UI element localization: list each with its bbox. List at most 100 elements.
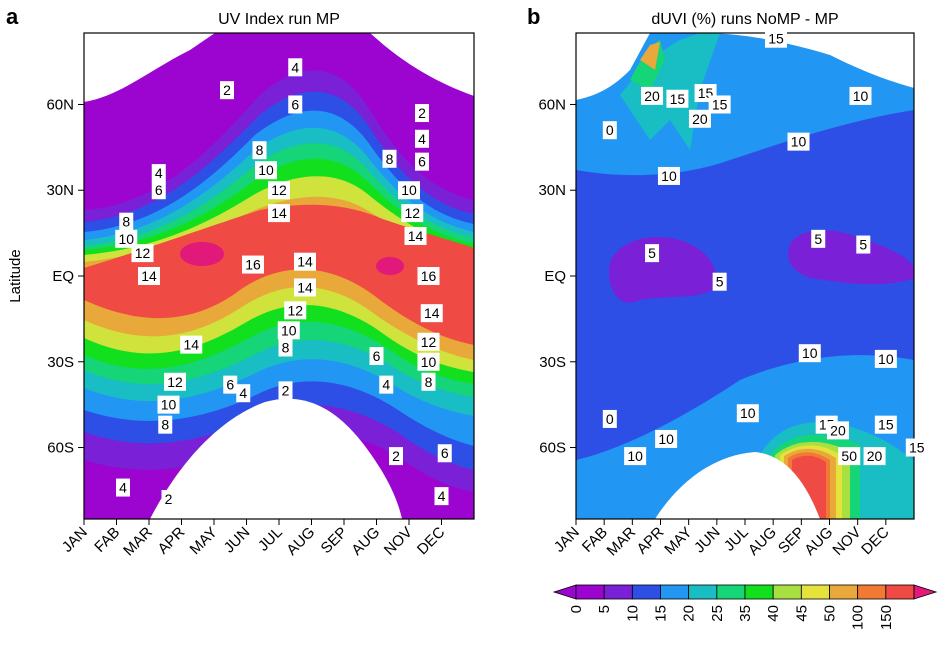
contour-label: 6	[223, 375, 238, 394]
contour-label-text: 4	[239, 385, 247, 401]
y-tick-label: 30N	[538, 182, 566, 199]
contour-label: 4	[415, 129, 429, 148]
contour-label-text: 10	[118, 231, 134, 247]
contour-label-box	[116, 478, 130, 497]
contour-label-text: 10	[658, 431, 674, 447]
contour-label-box	[736, 404, 759, 423]
x-tick-label: JAN	[59, 524, 91, 556]
contour-label: 8	[421, 372, 436, 391]
y-tick-label: 60S	[539, 440, 566, 457]
contour-label-text: 8	[122, 214, 130, 230]
contour-label: 10	[417, 352, 440, 371]
contour-label-box	[278, 338, 293, 357]
contour-label: 10	[277, 321, 300, 340]
colorbar-label: 50	[822, 605, 839, 622]
contour-label-text: 2	[223, 82, 231, 98]
contour-label: 10	[657, 166, 680, 185]
contour-label: 6	[415, 152, 429, 171]
colorbar-label: 40	[765, 605, 782, 622]
colorbar-segment	[772, 584, 802, 600]
contour-label: 14	[138, 267, 160, 285]
colorbar-label: 20	[681, 605, 698, 622]
x-tick-label: JUN	[221, 524, 254, 557]
contour-label: 4	[288, 58, 303, 77]
contour-label-text: 15	[670, 91, 686, 107]
contour-label-text: 4	[418, 131, 426, 147]
contour-label-text: 10	[661, 168, 677, 184]
contour-label: 15	[708, 95, 731, 114]
panel-a-title: UV Index run MP	[218, 11, 340, 28]
contour-label-box	[164, 372, 186, 391]
x-tick-label: FAB	[91, 524, 123, 556]
contour-label-text: 4	[155, 165, 163, 181]
contour-label-box	[874, 415, 897, 434]
y-tick-label: 60N	[538, 96, 566, 113]
contour-label: 10	[874, 349, 897, 368]
contour-label-box	[856, 235, 871, 254]
contour-label-box	[288, 58, 303, 77]
panel-b-letter: b	[527, 4, 540, 29]
colorbar-segment	[660, 584, 690, 600]
contour-label-box	[863, 447, 886, 466]
contour-label: 8	[252, 141, 267, 160]
contour-label-text: 4	[119, 480, 127, 496]
contour-label: 4	[116, 478, 130, 497]
colorbar-segment	[857, 584, 887, 600]
contour-label-text: 10	[258, 162, 274, 178]
contour-label: 2	[389, 447, 403, 466]
contour-label: 10	[849, 86, 872, 105]
contour-label: 20	[641, 86, 664, 105]
contour-label-box	[811, 229, 826, 248]
contour-label: 12	[164, 372, 186, 391]
contour-label: 14	[268, 204, 290, 223]
contour-label-text: 5	[814, 231, 822, 247]
contour-label: 20	[863, 447, 886, 466]
x-tick-label: JUN	[691, 524, 724, 557]
contour-label: 15	[764, 29, 787, 48]
contour-label-box	[905, 438, 928, 457]
contour-label-text: 16	[245, 257, 261, 273]
contour-label-text: 15	[768, 31, 784, 47]
contour-label: 20	[688, 109, 711, 128]
panel-b-y-axis: 60N 30N EQ 30S 60S	[538, 96, 576, 457]
contour-label-text: 20	[830, 422, 846, 438]
contour-label-box	[421, 372, 436, 391]
contour-label-text: 8	[425, 374, 433, 390]
contour-label-box	[849, 86, 872, 105]
contour-label-text: 2	[392, 448, 400, 464]
contour-label: 16	[417, 267, 440, 285]
y-tick-label: 30S	[539, 354, 566, 371]
colorbar-segment	[688, 584, 718, 600]
contour-label: 6	[369, 347, 384, 366]
contour-label: 6	[151, 181, 166, 200]
contour-label-box	[278, 381, 293, 400]
contour-label: 5	[856, 235, 871, 254]
x-tick-label: AUG	[348, 524, 383, 559]
contour-label-box	[379, 375, 394, 394]
contour-label-box	[294, 278, 316, 297]
contour-label: 10	[398, 181, 420, 200]
contour-label-text: 12	[271, 182, 287, 198]
contour-label-box	[437, 444, 452, 463]
contour-label-text: 4	[438, 488, 446, 504]
panel-b-colorbar: 0 5 10 15 20 25 35 40 45 50 100 150	[552, 584, 938, 630]
contour-label-text: 12	[287, 302, 303, 318]
contour-label: 12	[268, 181, 290, 200]
colorbar-segment	[716, 584, 746, 600]
contour-label-text: 6	[373, 348, 381, 364]
contour-label-box	[268, 204, 290, 223]
contour-label-box	[655, 429, 678, 448]
colorbar-label: 150	[878, 605, 895, 630]
contour-label-text: 12	[135, 245, 151, 261]
contour-label-text: 8	[282, 339, 290, 355]
contour-label-box	[157, 395, 180, 414]
contour-label: 10	[798, 344, 821, 363]
colorbar-label: 35	[737, 605, 754, 622]
contour-label-box	[398, 181, 420, 200]
contour-label: 12	[131, 244, 154, 263]
contour-label: 20	[826, 421, 849, 440]
colorbar-label: 45	[793, 605, 810, 622]
contour-label-text: 5	[859, 237, 867, 253]
x-tick-label: SEP	[775, 524, 808, 557]
